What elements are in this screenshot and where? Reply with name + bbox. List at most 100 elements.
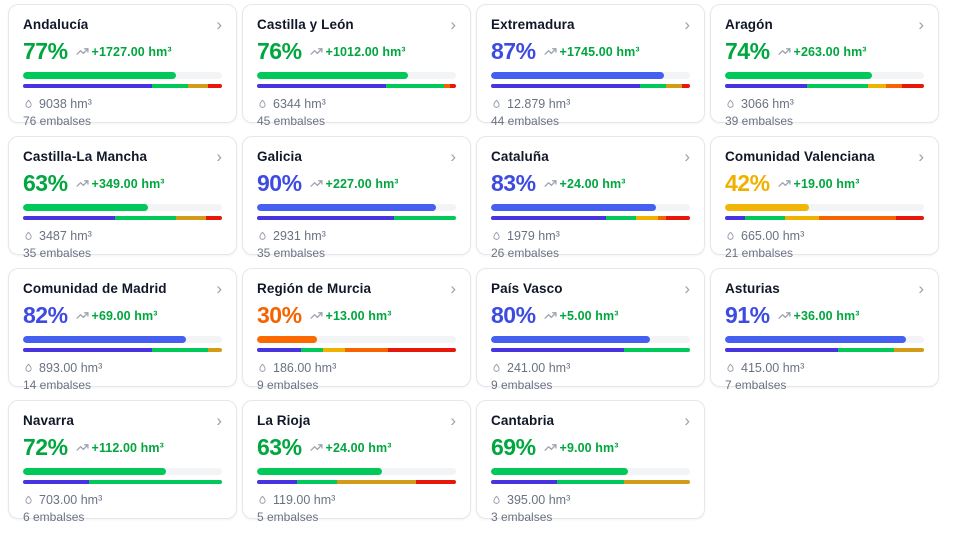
droplet-icon <box>25 231 32 240</box>
region-card[interactable]: Región de Murcia › 30% +13.00 hm³ 186.00… <box>242 268 471 392</box>
distribution-bar <box>725 84 924 88</box>
region-card[interactable]: País Vasco › 80% +5.00 hm³ 241.00 hm³ 9 … <box>476 268 705 392</box>
chevron-right-icon[interactable]: › <box>216 146 222 166</box>
reservoir-count: 3 embalses <box>491 510 553 524</box>
region-card[interactable]: Extremadura › 87% +1745.00 hm³ 12.879 hm… <box>476 4 705 128</box>
droplet-icon <box>259 231 266 240</box>
distribution-bar <box>23 348 222 352</box>
trend-group: +349.00 hm³ <box>75 176 165 191</box>
distribution-bar <box>257 348 456 352</box>
volume-change: +36.00 hm³ <box>793 308 860 323</box>
distribution-segment-green <box>386 84 445 88</box>
reservoir-count: 76 embalses <box>23 114 92 128</box>
fill-progress-value <box>725 204 809 211</box>
fill-progress-value <box>257 204 437 211</box>
distribution-bar <box>491 216 690 220</box>
distribution-segment-yellow <box>784 216 819 220</box>
region-card[interactable]: Aragón › 74% +263.00 hm³ 3066 hm³ 39 emb… <box>710 4 939 128</box>
region-card[interactable]: La Rioja › 63% +24.00 hm³ 119.00 hm³ 5 e… <box>242 400 471 524</box>
distribution-segment-green <box>806 84 869 88</box>
volume-row: 119.00 hm³ <box>257 493 456 507</box>
distribution-segment-orange <box>886 84 903 88</box>
volume-row: 1979 hm³ <box>491 229 690 243</box>
volume-row: 665.00 hm³ <box>725 229 924 243</box>
distribution-segment-indigo <box>257 480 297 484</box>
fill-progress-bar <box>257 336 456 343</box>
region-name: Galicia <box>257 149 302 164</box>
chevron-right-icon[interactable]: › <box>918 278 924 298</box>
chevron-right-icon[interactable]: › <box>918 146 924 166</box>
total-volume: 3487 hm³ <box>39 229 92 243</box>
fill-progress-bar <box>23 72 222 79</box>
region-name: País Vasco <box>491 281 563 296</box>
chevron-right-icon[interactable]: › <box>216 14 222 34</box>
region-card[interactable]: Cantabria › 69% +9.00 hm³ 395.00 hm³ 3 e… <box>476 400 705 524</box>
region-card[interactable]: Comunidad de Madrid › 82% +69.00 hm³ 893… <box>8 268 237 392</box>
card-header: Castilla y León › <box>257 14 456 34</box>
fill-percentage: 63% <box>257 434 302 460</box>
region-card[interactable]: Andalucía › 77% +1727.00 hm³ 9038 hm³ 76… <box>8 4 237 128</box>
distribution-bar <box>725 216 924 220</box>
distribution-segment-indigo <box>491 480 557 484</box>
distribution-segment-green <box>640 84 667 88</box>
distribution-bar <box>23 84 222 88</box>
region-card[interactable]: Castilla y León › 76% +1012.00 hm³ 6344 … <box>242 4 471 128</box>
volume-change: +349.00 hm³ <box>91 176 165 191</box>
distribution-segment-orange <box>344 348 389 352</box>
trending-up-icon <box>309 48 323 55</box>
region-card[interactable]: Galicia › 90% +227.00 hm³ 2931 hm³ 35 em… <box>242 136 471 260</box>
chevron-right-icon[interactable]: › <box>684 14 690 34</box>
trending-up-icon <box>75 444 89 451</box>
region-card[interactable]: Navarra › 72% +112.00 hm³ 703.00 hm³ 6 e… <box>8 400 237 524</box>
trend-group: +1745.00 hm³ <box>543 45 640 59</box>
chevron-right-icon[interactable]: › <box>450 14 456 34</box>
region-card[interactable]: Comunidad Valenciana › 42% +19.00 hm³ 66… <box>710 136 939 260</box>
fill-percentage: 91% <box>725 302 770 328</box>
volume-change: +13.00 hm³ <box>325 308 392 323</box>
volume-change: +9.00 hm³ <box>559 440 619 455</box>
distribution-segment-red <box>450 84 456 88</box>
fill-percentage: 80% <box>491 302 536 328</box>
total-volume: 415.00 hm³ <box>741 361 805 375</box>
chevron-right-icon[interactable]: › <box>450 410 456 430</box>
region-grid: Andalucía › 77% +1727.00 hm³ 9038 hm³ 76… <box>8 4 939 524</box>
total-volume: 119.00 hm³ <box>273 493 336 507</box>
distribution-bar <box>257 480 456 484</box>
trend-group: +1727.00 hm³ <box>75 45 172 59</box>
fill-percentage: 63% <box>23 170 68 196</box>
chevron-right-icon[interactable]: › <box>450 146 456 166</box>
distribution-segment-indigo <box>725 348 839 352</box>
fill-progress-bar <box>257 72 456 79</box>
region-card[interactable]: Asturias › 91% +36.00 hm³ 415.00 hm³ 7 e… <box>710 268 939 392</box>
volume-row: 186.00 hm³ <box>257 361 456 375</box>
reservoir-count: 9 embalses <box>257 378 319 392</box>
distribution-bar <box>257 84 456 88</box>
chevron-right-icon[interactable]: › <box>216 410 222 430</box>
trending-up-icon <box>543 48 557 55</box>
trending-up-icon <box>543 180 557 187</box>
stat-row: 82% +69.00 hm³ <box>23 304 222 327</box>
fill-progress-value <box>725 72 873 79</box>
trend-group: +112.00 hm³ <box>75 441 164 455</box>
trending-up-icon <box>75 180 89 187</box>
chevron-right-icon[interactable]: › <box>918 14 924 34</box>
volume-change: +227.00 hm³ <box>325 176 399 191</box>
region-name: Asturias <box>725 281 780 296</box>
chevron-right-icon[interactable]: › <box>684 146 690 166</box>
card-header: Asturias › <box>725 278 924 298</box>
fill-percentage: 69% <box>491 434 536 460</box>
region-card[interactable]: Cataluña › 83% +24.00 hm³ 1979 hm³ 26 em… <box>476 136 705 260</box>
droplet-icon <box>25 495 32 504</box>
chevron-right-icon[interactable]: › <box>684 410 690 430</box>
chevron-right-icon[interactable]: › <box>684 278 690 298</box>
fill-progress-value <box>491 204 657 211</box>
trending-up-icon <box>777 48 791 55</box>
distribution-segment-amber <box>176 216 207 220</box>
chevron-right-icon[interactable]: › <box>450 278 456 298</box>
region-card[interactable]: Castilla-La Mancha › 63% +349.00 hm³ 348… <box>8 136 237 260</box>
fill-percentage: 87% <box>491 38 536 64</box>
stat-row: 42% +19.00 hm³ <box>725 172 924 195</box>
region-name: Aragón <box>725 17 773 32</box>
distribution-segment-green <box>152 348 209 352</box>
chevron-right-icon[interactable]: › <box>216 278 222 298</box>
